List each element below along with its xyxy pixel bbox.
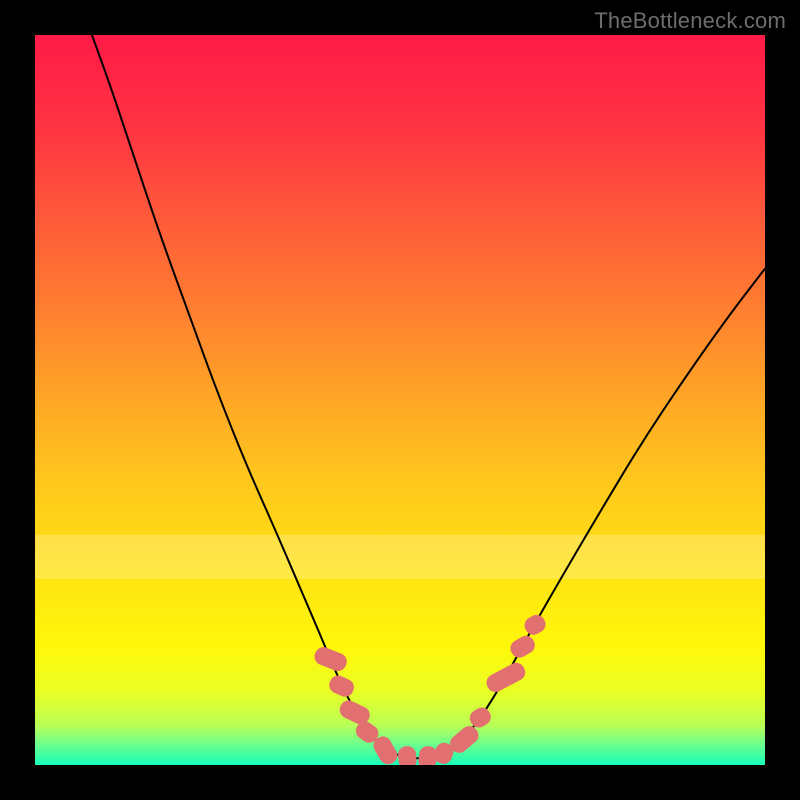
chart-svg (0, 0, 800, 800)
plot-background (35, 35, 765, 765)
watermark-text: TheBottleneck.com (594, 8, 786, 34)
highlight-band (35, 535, 765, 579)
chart-root: TheBottleneck.com (0, 0, 800, 800)
